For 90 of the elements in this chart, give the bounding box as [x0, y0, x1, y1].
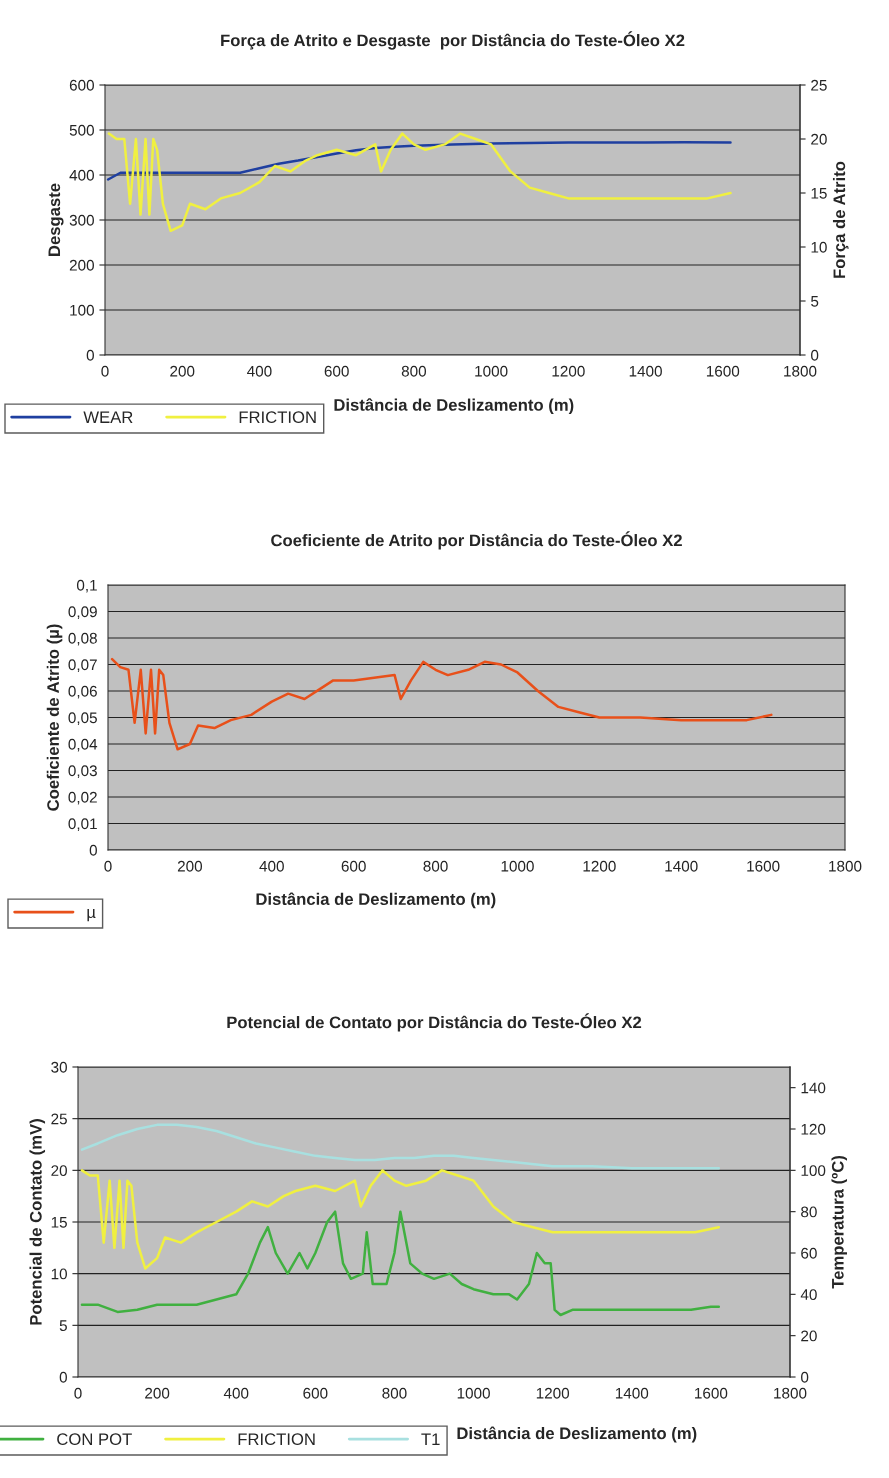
y-tick-label: 0,07: [68, 659, 97, 672]
y2-tick-label: 10: [811, 241, 827, 253]
x-tick-label: 800: [423, 860, 448, 872]
x-tick-label: 1000: [475, 365, 508, 377]
y2-axis-title: Temperatura (ºC): [831, 1156, 847, 1289]
x-tick-label: 1400: [629, 365, 662, 377]
chart-title: Potencial de Contato por Distância do Teste-Óleo X2: [227, 1013, 642, 1032]
x-axis-title: Distância de Deslizamento (m): [457, 1426, 697, 1443]
x-tick-label: 1400: [615, 1387, 649, 1399]
x-tick-label: 800: [382, 1387, 407, 1399]
x-tick-label: 1800: [784, 365, 817, 377]
y-tick-label: 0,03: [68, 765, 97, 778]
y-axis-title: Desgaste: [48, 183, 64, 256]
legend-label: µ: [87, 909, 96, 922]
y-tick-label: 400: [69, 169, 94, 181]
y-tick-label: 600: [69, 79, 94, 91]
x-tick-label: 1800: [774, 1387, 807, 1399]
x-tick-label: 600: [341, 860, 366, 872]
y2-tick-label: 0: [811, 349, 819, 361]
y2-tick-label: 0: [801, 1371, 809, 1383]
line-series: [80, 1123, 721, 1170]
y2-tick-label: 15: [811, 188, 827, 199]
y2-tick-label: 100: [801, 1165, 826, 1177]
y2-tick-label: 40: [800, 1289, 817, 1301]
legend-label: CON POT: [57, 1433, 132, 1446]
y-tick-label: 20: [51, 1165, 67, 1177]
x-axis-title: Distância de Deslizamento (m): [256, 892, 496, 909]
y-tick-label: 200: [69, 259, 94, 271]
x-tick-label: 1200: [552, 365, 585, 377]
x-tick-label: 1000: [457, 1387, 490, 1399]
y-tick-label: 0: [59, 1371, 67, 1383]
x-tick-label: 1200: [583, 860, 616, 872]
x-tick-label: 1200: [536, 1387, 570, 1399]
y-tick-label: 0,01: [68, 818, 97, 831]
x-tick-label: 0: [104, 860, 112, 872]
y2-tick-label: 120: [801, 1123, 826, 1135]
line-series: [80, 1210, 721, 1317]
y-tick-label: 0,04: [68, 738, 98, 752]
x-tick-label: 1000: [501, 860, 534, 872]
x-tick-label: 800: [401, 365, 427, 377]
y2-tick-label: 5: [811, 296, 819, 307]
y-tick-label: 500: [69, 124, 94, 136]
y-tick-label: 0,02: [68, 791, 97, 805]
x-tick-label: 200: [177, 860, 203, 872]
legend-label: WEAR: [83, 411, 133, 423]
x-tick-label: 600: [324, 365, 349, 377]
x-tick-label: 1800: [829, 860, 862, 872]
y-tick-label: 0,06: [68, 685, 97, 699]
y-axis-title: Coeficiente de Atrito (µ): [46, 624, 63, 811]
y-tick-label: 0,08: [68, 632, 97, 646]
x-tick-label: 400: [247, 365, 272, 377]
y2-tick-label: 140: [801, 1082, 826, 1094]
y-tick-label: 300: [69, 214, 94, 226]
chart-title: Força de Atrito e Desgaste por Distância do Teste-Óleo X2: [221, 31, 685, 50]
x-tick-label: 600: [303, 1387, 328, 1399]
y-tick-label: 0,1: [76, 579, 97, 593]
x-tick-label: 1600: [747, 860, 780, 872]
y2-tick-label: 20: [811, 133, 827, 145]
y-tick-label: 100: [70, 304, 94, 316]
x-tick-label: 1400: [665, 860, 698, 872]
y-tick-label: 25: [51, 1113, 67, 1125]
x-tick-label: 0: [101, 365, 109, 377]
y2-tick-label: 60: [801, 1247, 817, 1259]
line-series: [107, 132, 732, 233]
y2-tick-label: 25: [811, 79, 827, 91]
x-tick-label: 1600: [695, 1387, 728, 1399]
y-tick-label: 0,09: [68, 606, 97, 619]
y-tick-label: 15: [51, 1217, 67, 1228]
x-tick-label: 1600: [706, 365, 740, 377]
y-tick-label: 30: [51, 1061, 67, 1073]
x-axis-title: Distância de Deslizamento (m): [334, 398, 574, 415]
y-tick-label: 10: [51, 1268, 67, 1280]
y-axis-title: Potencial de Contato (mV): [29, 1119, 46, 1325]
y-tick-label: 5: [59, 1320, 67, 1332]
y2-tick-label: 80: [801, 1206, 817, 1218]
y-tick-label: 0,05: [68, 712, 97, 725]
legend-label: T1: [421, 1433, 440, 1445]
y-tick-label: 0: [89, 844, 97, 856]
y2-axis-title: Força de Atrito: [832, 161, 849, 278]
legend-label: FRICTION: [238, 1433, 315, 1446]
y-tick-label: 0: [86, 349, 94, 361]
y2-tick-label: 20: [801, 1330, 817, 1342]
line-series: [110, 657, 773, 751]
x-tick-label: 200: [145, 1387, 170, 1399]
line-series: [80, 1169, 721, 1270]
chart-title: Coeficiente de Atrito por Distância do Teste-Óleo X2: [271, 531, 682, 550]
x-tick-label: 400: [259, 860, 284, 872]
x-tick-label: 400: [223, 1387, 249, 1399]
x-tick-label: 200: [170, 365, 195, 377]
legend-label: FRICTION: [239, 411, 316, 424]
